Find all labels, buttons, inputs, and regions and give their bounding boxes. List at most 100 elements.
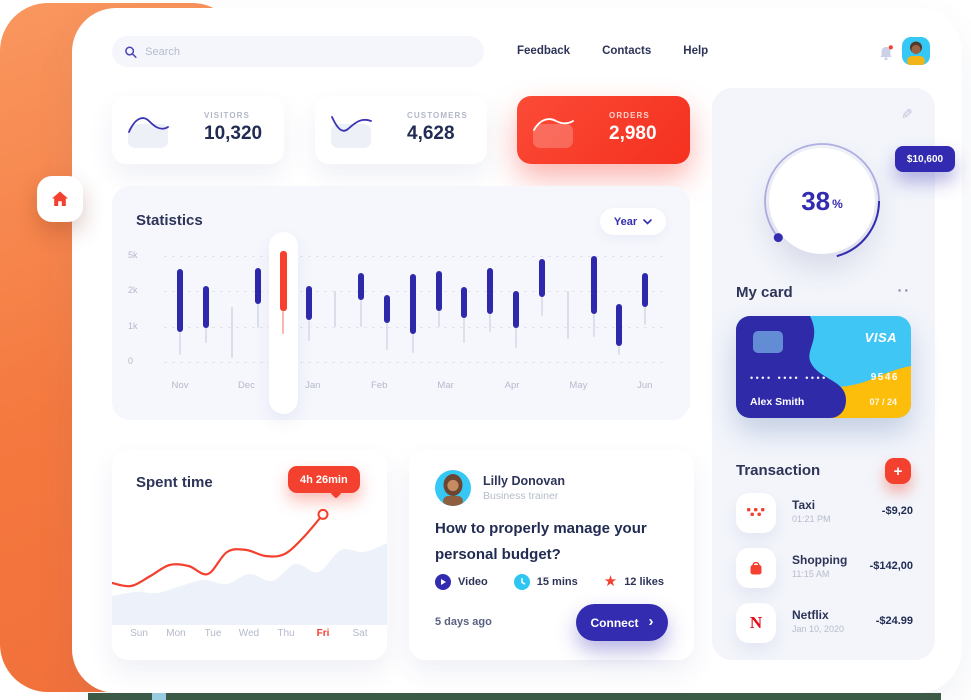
candle-bar [409, 273, 416, 334]
x-axis-month: Jun [637, 380, 653, 391]
right-panel: ✎ 38 % $10,600 My card ·· VISA •••• •• [712, 88, 955, 660]
day-label: Mon [166, 628, 186, 639]
transaction-row-shopping[interactable]: Shopping 11:15 AM -$142,00 [736, 548, 913, 592]
candle-wick [308, 319, 311, 341]
spent-time-card: Spent time 4h 26min Sun Mon Tue Wed Thu … [112, 450, 387, 660]
transaction-row-netflix[interactable]: N Netflix Jan 10, 2020 -$24.99 [736, 603, 913, 647]
user-avatar[interactable] [902, 37, 930, 65]
candle-wick [385, 323, 388, 350]
visitors-sparkline [126, 110, 172, 150]
day-label-active: Fri [316, 628, 330, 639]
spent-time-title: Spent time [136, 474, 213, 491]
clock-icon [513, 574, 530, 590]
customers-sparkline [329, 110, 375, 150]
credit-card[interactable]: VISA •••• •••• •••• 9546 Alex Smith 07 /… [736, 316, 911, 418]
main-panel: Feedback Contacts Help VISITORS 10,320 [72, 8, 962, 693]
add-transaction-button[interactable]: + [885, 458, 911, 484]
nav-feedback[interactable]: Feedback [517, 45, 571, 57]
candle-bar [177, 269, 183, 332]
home-nav-button[interactable] [37, 176, 83, 222]
nav-help[interactable]: Help [683, 45, 709, 57]
y-axis-label: 0 [128, 356, 134, 366]
search-input[interactable] [145, 45, 472, 58]
netflix-icon: N [736, 603, 776, 643]
candle-wick [282, 310, 285, 334]
spent-time-chart[interactable] [112, 495, 387, 625]
stat-card-orders: ORDERS 2,980 [517, 96, 690, 164]
x-axis-month: Nov [171, 380, 189, 391]
transactions-title: Transaction [736, 462, 821, 479]
candle-wick [515, 328, 518, 348]
candlestick-plot[interactable] [112, 186, 690, 420]
transaction-row-taxi[interactable]: Taxi 01:21 PM -$9,20 [736, 493, 913, 537]
donut-ring [764, 143, 881, 258]
chevron-right-icon: › [648, 613, 654, 630]
candle-bar [254, 267, 261, 304]
connect-button[interactable]: Connect › [576, 604, 668, 641]
nav-contacts[interactable]: Contacts [602, 45, 652, 57]
stat-value: 10,320 [204, 123, 263, 144]
notification-bell-icon[interactable] [878, 44, 895, 67]
period-value: Year [613, 215, 638, 228]
candle-wick [411, 333, 414, 354]
candle-bar [435, 271, 442, 311]
range-whisker [230, 307, 233, 359]
orders-sparkline [531, 110, 577, 150]
range-whisker [334, 291, 337, 327]
posted-date: 5 days ago [435, 616, 492, 628]
period-dropdown[interactable]: Year [600, 208, 666, 235]
shopping-bag-icon [736, 548, 776, 588]
author-role: Business trainer [483, 490, 559, 502]
top-nav: Feedback Contacts Help [517, 45, 708, 57]
transaction-amount: -$142,00 [869, 560, 913, 572]
article-card: Lilly Donovan Business trainer How to pr… [409, 450, 694, 660]
connect-label: Connect [590, 615, 639, 630]
day-label: Sun [130, 628, 148, 639]
search-bar[interactable] [112, 36, 484, 67]
y-axis-label: 1k [128, 321, 138, 331]
candle-wick [540, 296, 543, 317]
my-card-menu-icon[interactable]: ·· [897, 282, 911, 298]
y-axis-label: 2k [128, 285, 138, 295]
card-holder: Alex Smith [750, 396, 805, 408]
candle-wick [256, 303, 259, 329]
candle-bar [306, 286, 313, 320]
desktop-edge-accent [152, 693, 166, 700]
candle-bar [487, 267, 494, 315]
candle-bar [202, 285, 209, 329]
edit-pencil-icon[interactable]: ✎ [901, 106, 913, 122]
meta-label: 12 likes [624, 576, 664, 588]
transaction-time: 01:21 PM [792, 514, 831, 524]
candle-wick [592, 314, 595, 338]
y-axis-label: 5k [128, 250, 138, 260]
transaction-time: 11:15 AM [792, 569, 830, 579]
candle-bar [513, 291, 520, 329]
day-label: Sat [352, 628, 368, 639]
balance-badge: $10,600 [895, 146, 955, 172]
candle-bar [357, 272, 364, 301]
candle-bar [642, 272, 649, 308]
stat-card-visitors: VISITORS 10,320 [112, 96, 284, 164]
candle-bar [590, 256, 597, 315]
transaction-name: Netflix [792, 608, 829, 622]
transaction-time: Jan 10, 2020 [792, 624, 845, 634]
author-name: Lilly Donovan [483, 474, 565, 488]
meta-likes[interactable]: ★ 12 likes [604, 574, 664, 589]
stat-label: CUSTOMERS [407, 111, 468, 120]
donut-center: 38 % [769, 148, 875, 254]
meta-video[interactable]: Video [435, 574, 488, 590]
x-axis-month: Jan [305, 380, 321, 391]
candle-wick [359, 300, 362, 327]
article-meta: Video 15 mins ★ 12 likes [435, 574, 664, 590]
chevron-down-icon [643, 218, 652, 225]
day-label: Tue [204, 628, 222, 639]
taxi-icon [736, 493, 776, 533]
candle-wick [644, 307, 647, 325]
author-avatar [435, 470, 471, 506]
candle-wick [618, 346, 621, 355]
donut-percent: 38 [801, 185, 831, 216]
article-headline[interactable]: How to properly manage your personal bud… [435, 520, 647, 564]
range-whisker [566, 291, 569, 340]
desktop-edge-strip [88, 693, 941, 700]
transaction-amount: -$24.99 [875, 615, 913, 627]
